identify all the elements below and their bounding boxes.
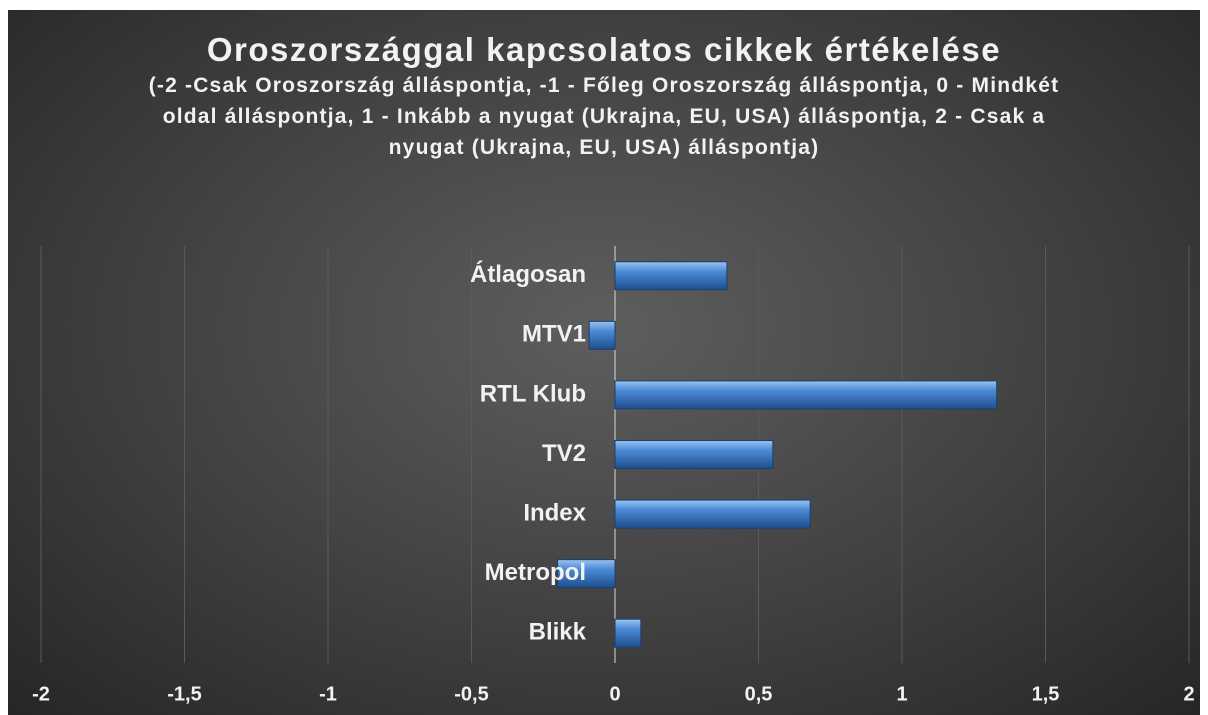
chart-title: Oroszországgal kapcsolatos cikkek értéke… (206, 31, 1002, 68)
y-tick-label: Index (523, 499, 586, 526)
x-tick-label: -1 (319, 683, 337, 705)
y-tick-label: Metropol (485, 559, 586, 586)
bar (557, 559, 616, 589)
bar (614, 380, 998, 410)
x-tick-label: -2 (32, 683, 50, 705)
x-tick-label: 1,5 (1032, 683, 1060, 705)
bar (588, 320, 616, 350)
chart-background (8, 10, 1200, 715)
y-tick-label: Blikk (529, 619, 587, 646)
bar (614, 499, 811, 529)
chart-subtitle: (-2 -Csak Oroszország álláspontja, -1 - … (148, 74, 1060, 159)
y-tick-label: RTL Klub (480, 380, 586, 407)
y-tick-label: Átlagosan (470, 260, 586, 288)
titles: Oroszországgal kapcsolatos cikkek értéke… (144, 30, 1064, 163)
y-tick-label: TV2 (542, 440, 586, 467)
bar (614, 440, 774, 469)
x-tick-label: 0 (609, 683, 620, 705)
x-tick-label: 1 (896, 683, 907, 705)
y-tick-label: MTV1 (522, 321, 586, 348)
x-tick-label: -0,5 (454, 683, 488, 705)
bar (614, 261, 728, 291)
x-tick-label: 0,5 (745, 683, 773, 705)
bar (614, 618, 642, 648)
x-tick-label: 2 (1183, 683, 1194, 705)
x-tick-label: -1,5 (167, 683, 201, 705)
